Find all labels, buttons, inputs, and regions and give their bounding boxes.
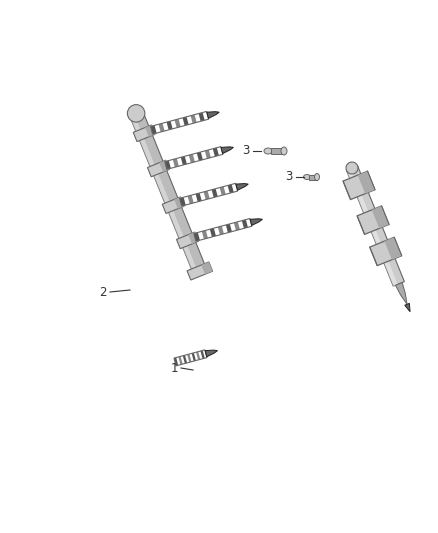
Polygon shape: [213, 148, 219, 157]
Polygon shape: [346, 166, 404, 286]
Polygon shape: [191, 115, 197, 124]
Polygon shape: [343, 171, 375, 199]
Polygon shape: [405, 303, 410, 312]
Polygon shape: [205, 150, 211, 159]
Polygon shape: [192, 353, 196, 361]
Polygon shape: [131, 119, 198, 273]
Polygon shape: [180, 197, 186, 206]
Polygon shape: [210, 228, 216, 237]
Polygon shape: [370, 237, 402, 265]
Ellipse shape: [127, 104, 145, 122]
Polygon shape: [162, 197, 184, 214]
Polygon shape: [221, 147, 233, 154]
Ellipse shape: [264, 148, 272, 154]
Polygon shape: [218, 226, 224, 235]
Polygon shape: [166, 121, 173, 130]
Polygon shape: [181, 156, 187, 165]
Polygon shape: [226, 224, 232, 233]
Polygon shape: [197, 152, 203, 161]
Polygon shape: [357, 206, 389, 235]
Ellipse shape: [314, 174, 319, 181]
Polygon shape: [219, 187, 226, 196]
Polygon shape: [183, 355, 187, 364]
Text: 2: 2: [99, 286, 107, 298]
Polygon shape: [236, 183, 248, 190]
Polygon shape: [198, 112, 205, 122]
Polygon shape: [271, 148, 284, 154]
Polygon shape: [396, 282, 407, 304]
Polygon shape: [250, 219, 262, 225]
Polygon shape: [196, 352, 200, 360]
Polygon shape: [159, 123, 165, 132]
Polygon shape: [205, 350, 218, 357]
Polygon shape: [228, 184, 234, 193]
Ellipse shape: [304, 174, 311, 180]
Polygon shape: [173, 158, 179, 167]
Polygon shape: [346, 168, 398, 286]
Ellipse shape: [281, 147, 287, 155]
Polygon shape: [358, 171, 375, 193]
Polygon shape: [148, 160, 170, 177]
Polygon shape: [178, 357, 183, 365]
Polygon shape: [189, 154, 195, 163]
Polygon shape: [188, 232, 198, 244]
Polygon shape: [131, 115, 206, 273]
Text: 3: 3: [243, 144, 250, 157]
Ellipse shape: [346, 162, 358, 174]
Polygon shape: [202, 230, 208, 239]
Polygon shape: [151, 125, 157, 134]
Text: 3: 3: [286, 171, 293, 183]
Polygon shape: [187, 354, 191, 362]
Polygon shape: [201, 350, 205, 359]
Polygon shape: [242, 220, 248, 228]
Polygon shape: [174, 197, 184, 209]
Polygon shape: [385, 237, 402, 260]
Polygon shape: [372, 206, 389, 229]
Polygon shape: [234, 222, 240, 231]
Polygon shape: [207, 112, 219, 118]
Polygon shape: [177, 232, 198, 249]
Polygon shape: [159, 160, 170, 172]
Polygon shape: [187, 262, 212, 280]
Polygon shape: [145, 125, 155, 137]
Polygon shape: [196, 193, 201, 202]
Polygon shape: [309, 174, 317, 180]
Polygon shape: [201, 262, 212, 274]
Polygon shape: [194, 232, 200, 241]
Polygon shape: [204, 191, 210, 200]
Polygon shape: [187, 195, 194, 204]
Polygon shape: [165, 160, 171, 169]
Polygon shape: [175, 119, 180, 128]
Text: 1: 1: [170, 361, 178, 375]
Polygon shape: [133, 125, 155, 142]
Polygon shape: [174, 358, 178, 366]
Polygon shape: [212, 189, 218, 198]
Polygon shape: [183, 117, 189, 126]
